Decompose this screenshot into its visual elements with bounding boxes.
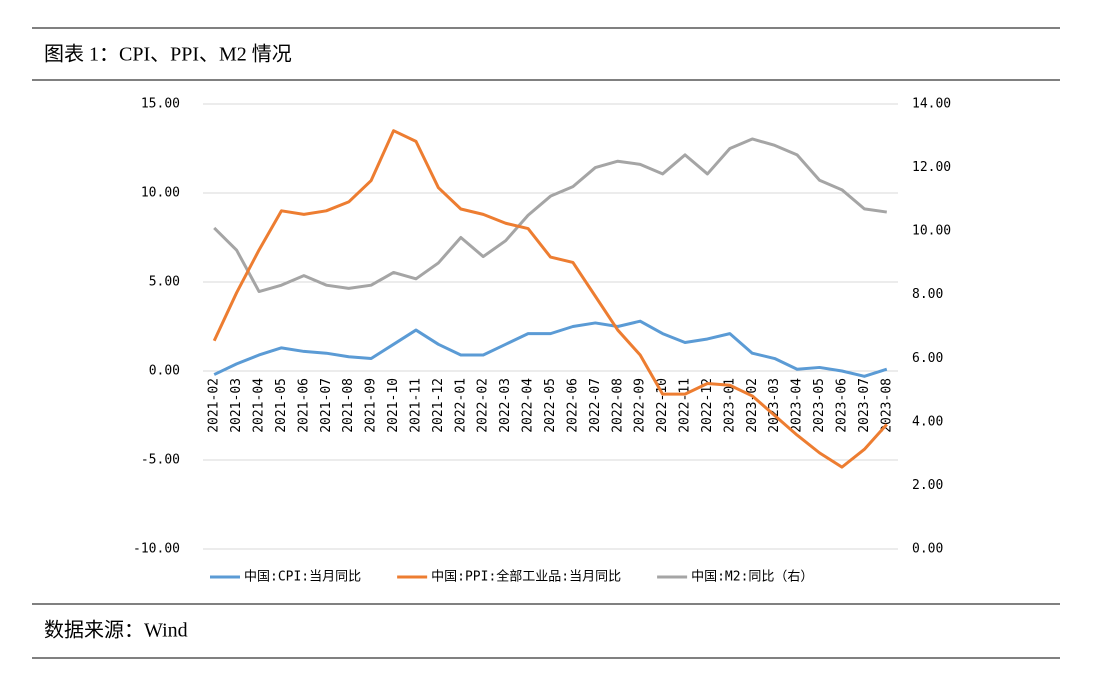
x-tick-label: 2022-12	[700, 378, 715, 433]
x-tick-label: 2021-07	[319, 378, 334, 433]
x-tick-label: 2022-02	[476, 378, 491, 433]
source: 数据来源：Wind	[44, 619, 188, 642]
x-tick-label: 2023-04	[790, 378, 805, 433]
series-line	[213, 319, 888, 378]
x-tick-label: 2022-10	[655, 378, 670, 433]
x-tick-label: 2021-03	[229, 378, 244, 433]
y2-tick-label: 14.00	[912, 97, 951, 112]
x-tick-label: 2021-06	[296, 378, 311, 433]
x-tick-label: 2021-11	[408, 378, 423, 433]
x-tick-label: 2023-07	[857, 378, 872, 433]
legend-label: 中国:PPI:全部工业品:当月同比	[431, 569, 621, 585]
x-tick-label: 2021-02	[207, 378, 222, 433]
x-tick-label: 2022-06	[565, 378, 580, 433]
x-tick-label: 2022-05	[543, 378, 558, 433]
y-tick-label: 0.00	[149, 364, 180, 379]
x-tick-label: 2023-01	[722, 378, 737, 433]
x-tick-label: 2022-09	[633, 378, 648, 433]
y-tick-label: 5.00	[149, 275, 180, 290]
x-tick-label: 2023-03	[767, 378, 782, 433]
y2-tick-label: 6.00	[912, 351, 943, 366]
x-tick-label: 2022-04	[521, 378, 536, 433]
y2-tick-label: 12.00	[912, 160, 951, 175]
x-tick-label: 2021-04	[252, 378, 267, 433]
x-tick-label: 2023-05	[812, 378, 827, 433]
y2-tick-label: 10.00	[912, 224, 951, 239]
x-tick-label: 2022-08	[610, 378, 625, 433]
y2-tick-label: 2.00	[912, 478, 943, 493]
x-tick-label: 2021-05	[274, 378, 289, 433]
y2-tick-label: 0.00	[912, 542, 943, 557]
x-tick-label: 2021-08	[341, 378, 356, 433]
x-tick-label: 2022-03	[498, 378, 513, 433]
figure-title: 图表 1：CPI、PPI、M2 情况	[44, 43, 292, 66]
x-tick-label: 2021-12	[431, 378, 446, 433]
x-tick-label: 2023-06	[834, 378, 849, 433]
y-tick-label: -5.00	[141, 453, 180, 468]
series-line	[213, 137, 888, 294]
x-tick-label: 2023-08	[879, 378, 894, 433]
x-tick-label: 2022-11	[678, 378, 693, 433]
y-tick-label: -10.00	[133, 542, 180, 557]
legend-label: 中国:CPI:当月同比	[244, 570, 361, 585]
y2-tick-label: 4.00	[912, 414, 943, 429]
y2-tick-label: 8.00	[912, 287, 943, 302]
series-line	[212, 129, 888, 469]
x-tick-label: 2023-02	[745, 378, 760, 433]
x-tick-label: 2021-10	[386, 378, 401, 433]
y-tick-label: 10.00	[141, 186, 180, 201]
x-tick-label: 2022-07	[588, 378, 603, 433]
y-tick-label: 15.00	[141, 97, 180, 112]
x-tick-label: 2021-09	[364, 378, 379, 433]
legend-label: 中国:M2:同比（右）	[691, 570, 813, 585]
x-tick-label: 2022-01	[453, 378, 468, 433]
